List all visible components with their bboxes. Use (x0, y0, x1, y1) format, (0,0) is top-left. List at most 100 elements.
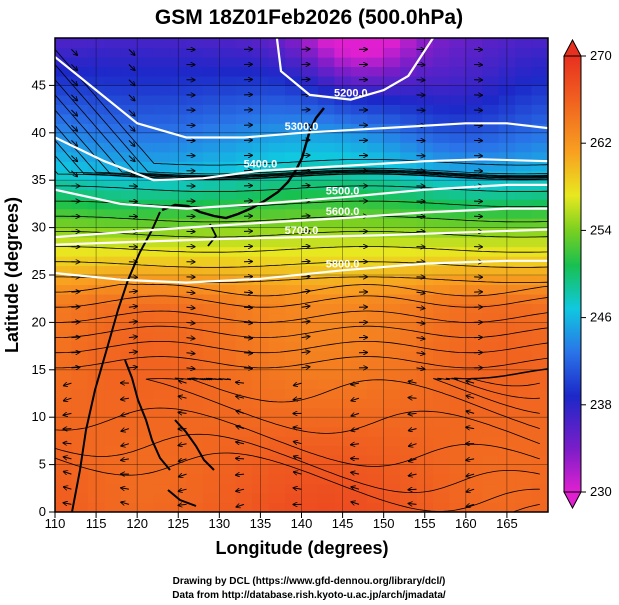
field-cell (235, 474, 253, 485)
field-cell (202, 502, 220, 512)
field-cell (383, 407, 401, 418)
wind-arrow (351, 413, 360, 416)
field-cell (120, 350, 138, 361)
field-cell (153, 483, 171, 494)
field-cell (202, 303, 220, 314)
field-cell (383, 417, 401, 428)
field-cell (432, 38, 450, 49)
field-cell (400, 66, 418, 77)
field-cell (449, 113, 467, 124)
field-cell (268, 75, 286, 86)
field-cell (268, 47, 286, 58)
field-cell (383, 132, 401, 143)
field-cell (268, 350, 286, 361)
field-cell (383, 341, 401, 352)
field-cell (153, 199, 171, 210)
wind-arrow (409, 444, 417, 447)
field-cell (268, 464, 286, 475)
contour-label: 5700.0 (285, 225, 319, 237)
wind-arrow (301, 321, 310, 322)
field-cell (400, 322, 418, 333)
field-cell (186, 474, 204, 485)
field-cell (55, 303, 73, 314)
wind-arrow (351, 398, 360, 400)
field-cell (301, 369, 319, 380)
field-cell (104, 199, 122, 210)
field-cell (531, 151, 548, 162)
field-cell (515, 47, 533, 58)
field-cell (268, 284, 286, 295)
wind-arrow (71, 307, 79, 308)
field-cell (367, 170, 385, 181)
wind-arrow (466, 504, 475, 506)
field-cell (186, 331, 204, 342)
wind-arrow (409, 504, 417, 505)
field-cell (400, 75, 418, 86)
x-axis-ticks: 110 115 120 125 130 135 140 145 150 155 160 165 (45, 512, 518, 531)
field-cell (235, 94, 253, 105)
wind-arrow (243, 292, 252, 293)
field-cell (268, 132, 286, 143)
field-cell (285, 199, 303, 210)
field-cell (301, 66, 319, 77)
field-cell (285, 474, 303, 485)
field-cell (71, 256, 89, 267)
field-cell (350, 341, 368, 352)
wind-arrow (243, 307, 252, 308)
field-cell (301, 75, 319, 86)
field-cell (515, 388, 533, 399)
field-cell (432, 293, 450, 305)
field-cell (120, 379, 138, 390)
field-cell (383, 322, 401, 333)
field-cell (531, 85, 548, 96)
field-cell (202, 265, 220, 276)
chart-title: GSM 18Z01Feb2026 (500.0hPa) (155, 6, 463, 29)
field-cell (400, 303, 418, 314)
field-cell (432, 275, 450, 286)
field-cell (71, 208, 89, 219)
field-cell (515, 161, 533, 172)
wind-arrow (128, 367, 137, 368)
field-cell (137, 303, 155, 314)
field-cell (186, 379, 204, 390)
field-cell (120, 56, 138, 68)
field-cell (120, 265, 138, 276)
field-cell (515, 322, 533, 333)
field-cell (432, 75, 450, 86)
field-cell (268, 502, 286, 512)
field-cell (104, 208, 122, 219)
field-cell (219, 312, 237, 323)
streamline (55, 452, 540, 512)
field-cell (383, 265, 401, 276)
field-cell (153, 275, 171, 286)
field-cell (153, 94, 171, 105)
contour-label: 5800.0 (326, 258, 360, 270)
wind-arrow (71, 322, 79, 323)
field-cell (432, 322, 450, 333)
field-cell (268, 293, 286, 305)
field-cell (301, 445, 319, 456)
wind-arrow (179, 459, 187, 461)
field-cell (449, 493, 467, 504)
field-cell (531, 208, 548, 219)
field-cell (449, 256, 467, 267)
field-cell (186, 208, 204, 219)
field-cell (153, 426, 171, 437)
field-cell (137, 132, 155, 143)
field-cell (285, 350, 303, 361)
field-cell (268, 237, 286, 248)
field-cell (285, 56, 303, 68)
field-cell (367, 246, 385, 257)
field-cell (317, 38, 335, 49)
field-cell (202, 142, 220, 153)
field-cell (383, 161, 401, 172)
field-cell (268, 398, 286, 409)
wind-arrow (294, 427, 302, 428)
field-cell (301, 142, 319, 153)
field-cell (515, 369, 533, 380)
field-cell (55, 170, 73, 181)
wind-arrow (63, 429, 72, 430)
field-cell (350, 38, 368, 49)
field-cell (71, 360, 89, 371)
field-cell (432, 350, 450, 361)
